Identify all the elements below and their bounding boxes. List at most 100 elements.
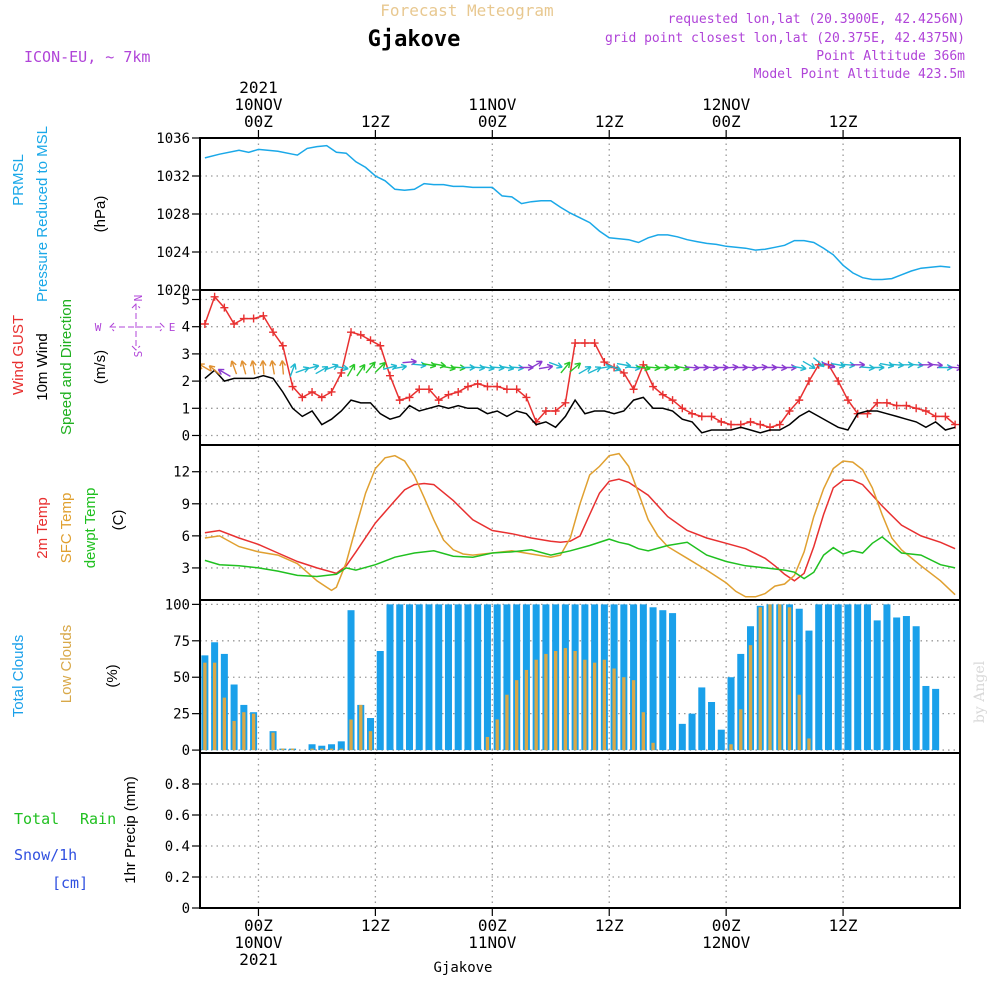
gust-marker — [220, 303, 229, 312]
bottom-time-label: 00Z — [478, 916, 507, 935]
low-cloud-bar — [271, 732, 275, 751]
footer-location: Gjakove — [433, 960, 492, 976]
panel-label: dewpt Temp — [82, 488, 99, 569]
series-line-dewpt-temp — [204, 535, 956, 580]
gust-marker — [200, 319, 209, 328]
gust-marker — [522, 393, 531, 402]
y-tick-label: 0.6 — [165, 808, 190, 824]
wind-arrow — [279, 360, 287, 375]
wind-arrow — [560, 361, 571, 374]
low-cloud-bar — [553, 651, 558, 751]
plot-area-temperature — [204, 452, 956, 598]
gust-marker — [239, 314, 248, 323]
gust-marker — [658, 390, 667, 399]
compass-west: W — [95, 321, 102, 334]
low-cloud-bar — [505, 694, 509, 751]
gust-marker — [405, 393, 414, 402]
total-cloud-bar — [386, 604, 394, 751]
gust-marker — [834, 377, 843, 386]
low-cloud-bar — [612, 668, 616, 751]
panel-label: SFC Temp — [58, 493, 75, 564]
wind-arrow — [538, 363, 554, 371]
y-tick-label: 5 — [182, 293, 190, 309]
panel-label: PRMSL — [10, 154, 27, 206]
low-cloud-bar — [359, 704, 363, 751]
y-tick-label: 1020 — [156, 283, 190, 299]
total-cloud-bar — [620, 604, 628, 751]
compass-north: N — [132, 295, 145, 302]
gust-marker — [668, 396, 677, 405]
wind-arrow — [802, 360, 816, 369]
series-line-pressure — [204, 144, 951, 281]
gust-marker — [931, 412, 940, 421]
wind-arrow — [356, 363, 366, 377]
total-cloud-bar — [883, 604, 891, 751]
wind-arrow — [217, 368, 231, 378]
gust-marker — [376, 341, 385, 350]
wind-arrow — [289, 363, 297, 378]
gust-marker — [941, 412, 950, 421]
gust-marker — [795, 396, 804, 405]
panel-label: (hPa) — [92, 196, 109, 233]
wind-arrow — [259, 360, 267, 375]
low-cloud-bar — [651, 742, 655, 751]
gust-marker — [259, 311, 268, 320]
bottom-time-label: 12NOV — [702, 933, 751, 952]
panel-label: Pressure Reduced to MSL — [34, 126, 51, 302]
y-tick-label: 50 — [173, 670, 190, 686]
snow-unit-label: [cm] — [52, 874, 88, 892]
y-tick-label: 75 — [173, 634, 190, 650]
wind-arrow — [365, 361, 376, 374]
gust-marker — [951, 420, 960, 429]
compass-rose: W E N S — [95, 295, 176, 358]
wind-arrow — [346, 363, 356, 377]
total-cloud-bar — [405, 604, 413, 751]
gust-marker — [473, 379, 482, 388]
low-cloud-bar — [281, 748, 285, 751]
gust-marker — [356, 330, 365, 339]
wind-arrow — [548, 361, 563, 369]
gust-marker — [746, 417, 755, 426]
gust-marker — [483, 382, 492, 391]
wind-arrow — [578, 366, 592, 375]
info-requested-coords: requested lon,lat (20.3900E, 42.4256N) — [668, 12, 965, 27]
gust-marker — [551, 407, 560, 416]
model-name: ICON-EU, ~ 7km — [24, 48, 150, 66]
wind-arrow — [374, 361, 386, 373]
wind-arrow — [529, 360, 543, 369]
low-cloud-bar — [349, 719, 353, 751]
total-cloud-bar — [932, 688, 940, 751]
low-cloud-bar — [495, 719, 499, 751]
plot-area-wind — [200, 292, 960, 434]
gust-marker — [921, 407, 930, 416]
gust-marker — [902, 401, 911, 410]
wind-arrow — [569, 362, 582, 373]
gust-marker — [619, 368, 628, 377]
gust-marker — [278, 341, 287, 350]
total-cloud-bar — [873, 620, 881, 751]
gust-marker — [804, 377, 813, 386]
gust-marker — [386, 371, 394, 380]
y-tick-label: 25 — [173, 707, 190, 723]
panel-label: Speed and Direction — [58, 299, 75, 435]
low-cloud-bar — [232, 720, 236, 751]
wind-arrow — [792, 364, 807, 372]
total-cloud-bar — [669, 613, 677, 751]
info-grid-coords: grid point closest lon,lat (20.375E, 42.… — [605, 31, 965, 46]
total-cloud-bar — [415, 604, 423, 751]
total-cloud-bar — [863, 604, 871, 751]
wind-arrow — [249, 360, 257, 375]
gust-marker — [327, 387, 336, 396]
total-cloud-bar — [698, 687, 706, 751]
gust-marker — [707, 412, 716, 421]
wind-arrow — [208, 365, 221, 376]
y-tick-label: 1032 — [156, 169, 190, 185]
total-cloud-bar — [708, 702, 716, 751]
total-cloud-bar — [727, 677, 735, 751]
panel-label: Wind GUST — [10, 315, 27, 395]
low-cloud-bar — [807, 738, 811, 751]
total-cloud-bar — [376, 651, 384, 751]
series-line-2m-temp — [204, 478, 956, 582]
